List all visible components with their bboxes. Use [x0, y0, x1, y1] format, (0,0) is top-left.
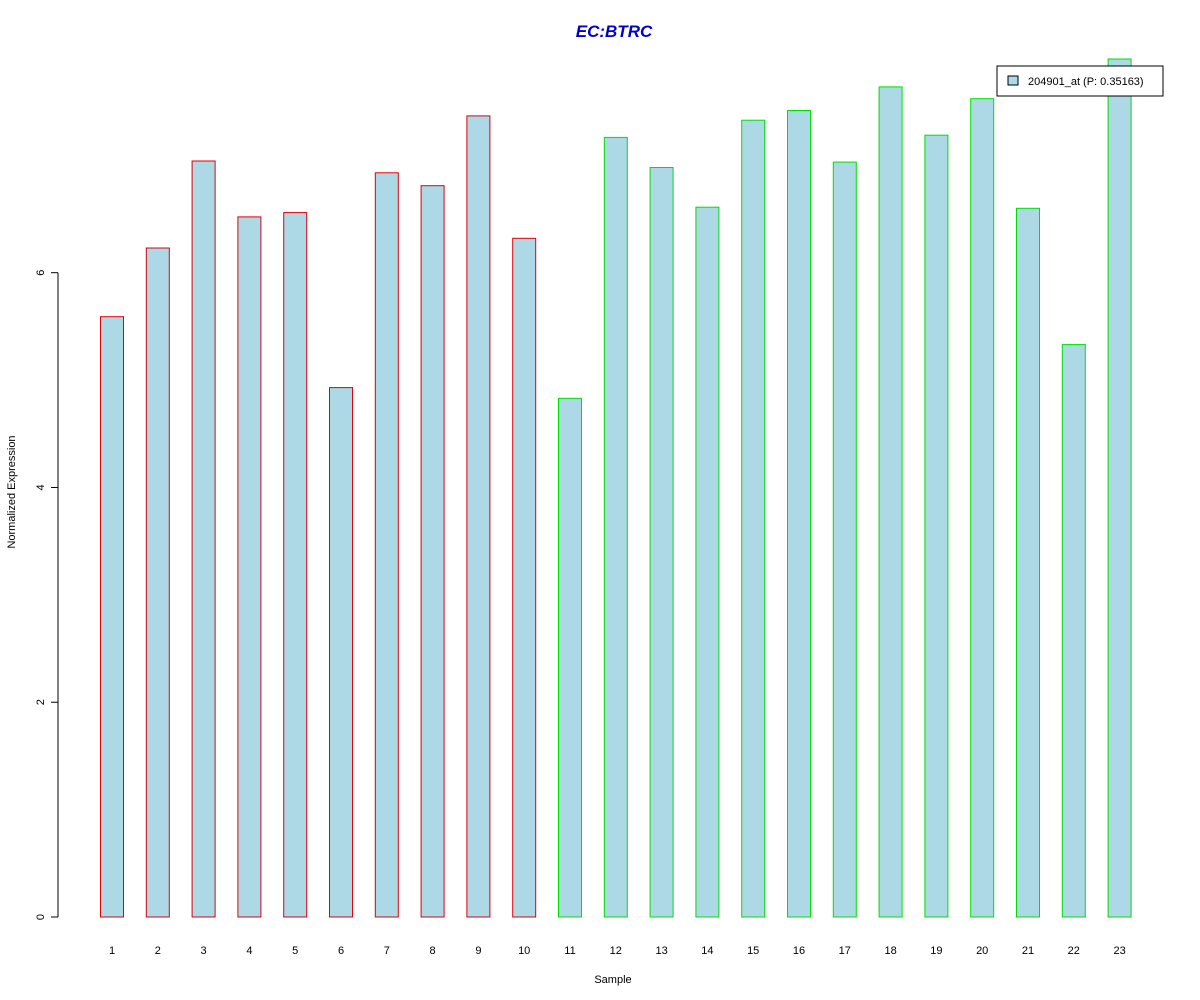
bar [512, 237, 537, 918]
x-tick-label: 10 [518, 945, 530, 957]
x-tick-label: 12 [610, 945, 622, 957]
bar [420, 185, 445, 918]
bar [741, 119, 766, 918]
x-tick-label: 7 [384, 945, 390, 957]
bar [145, 247, 170, 918]
bar [283, 212, 308, 918]
y-axis-label: Normalized Expression [6, 435, 18, 548]
x-tick-label: 9 [475, 945, 481, 957]
x-tick-label: 4 [246, 945, 252, 957]
bar [787, 110, 811, 918]
x-tick-label: 19 [930, 945, 942, 957]
legend-label: 204901_at (P: 0.35163) [1028, 76, 1144, 88]
bar [603, 136, 628, 918]
x-tick-label: 22 [1068, 945, 1080, 957]
y-tick-label: 6 [35, 270, 47, 276]
x-tick-labels: 1 2 3 4 5 6 7 8 9 10 11 12 13 14 15 16 17 18 19 20 21 22 23 [109, 945, 1126, 957]
bar [558, 397, 582, 918]
x-tick-label: 20 [976, 945, 988, 957]
x-tick-label: 5 [292, 945, 298, 957]
x-tick-label: 6 [338, 945, 344, 957]
bar [329, 387, 353, 918]
y-tick-label: 0 [35, 914, 47, 920]
bar [1061, 344, 1086, 918]
bar [374, 172, 399, 918]
bar [237, 216, 262, 918]
x-tick-label: 1 [109, 945, 115, 957]
bar [1107, 58, 1132, 918]
x-tick-label: 18 [884, 945, 896, 957]
bar [1016, 207, 1040, 918]
x-tick-label: 13 [655, 945, 667, 957]
bar [695, 206, 720, 918]
x-tick-label: 14 [701, 945, 713, 957]
x-tick-label: 11 [564, 945, 575, 957]
y-axis: 0 2 4 6 [35, 270, 59, 920]
bar [878, 86, 903, 918]
bars-group [100, 58, 1132, 918]
x-tick-label: 2 [155, 945, 161, 957]
legend: 204901_at (P: 0.35163) [996, 65, 1164, 97]
x-tick-label: 3 [201, 945, 207, 957]
bar [832, 161, 857, 918]
chart-title: EC:BTRC [576, 22, 653, 41]
x-axis-label: Sample [594, 974, 631, 986]
x-tick-label: 8 [430, 945, 436, 957]
y-tick-label: 2 [35, 699, 47, 705]
x-tick-label: 17 [839, 945, 851, 957]
x-tick-label: 15 [747, 945, 759, 957]
x-tick-label: 16 [793, 945, 805, 957]
legend-swatch [1007, 75, 1019, 86]
bar [466, 115, 491, 918]
bar [100, 316, 124, 918]
legend-box [996, 65, 1164, 97]
bar [191, 160, 216, 918]
bar [649, 167, 674, 918]
x-tick-label: 23 [1113, 945, 1125, 957]
bar [924, 134, 949, 918]
bar [970, 98, 995, 918]
x-tick-label: 21 [1022, 945, 1034, 957]
y-tick-label: 4 [35, 484, 47, 490]
